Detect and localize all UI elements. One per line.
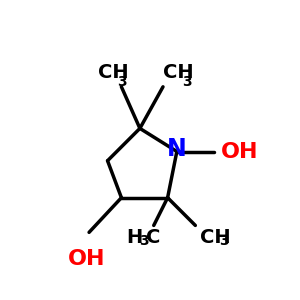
Text: C: C — [146, 228, 161, 247]
Text: CH: CH — [163, 63, 194, 82]
Text: H: H — [126, 228, 142, 247]
Text: OH: OH — [68, 248, 106, 268]
Text: 3: 3 — [117, 75, 127, 89]
Text: CH: CH — [98, 63, 129, 82]
Text: 3: 3 — [219, 233, 229, 248]
Text: N: N — [167, 137, 187, 161]
Text: CH: CH — [200, 228, 231, 247]
Text: OH: OH — [221, 142, 258, 161]
Text: 3: 3 — [182, 75, 192, 89]
Text: 3: 3 — [139, 233, 148, 248]
